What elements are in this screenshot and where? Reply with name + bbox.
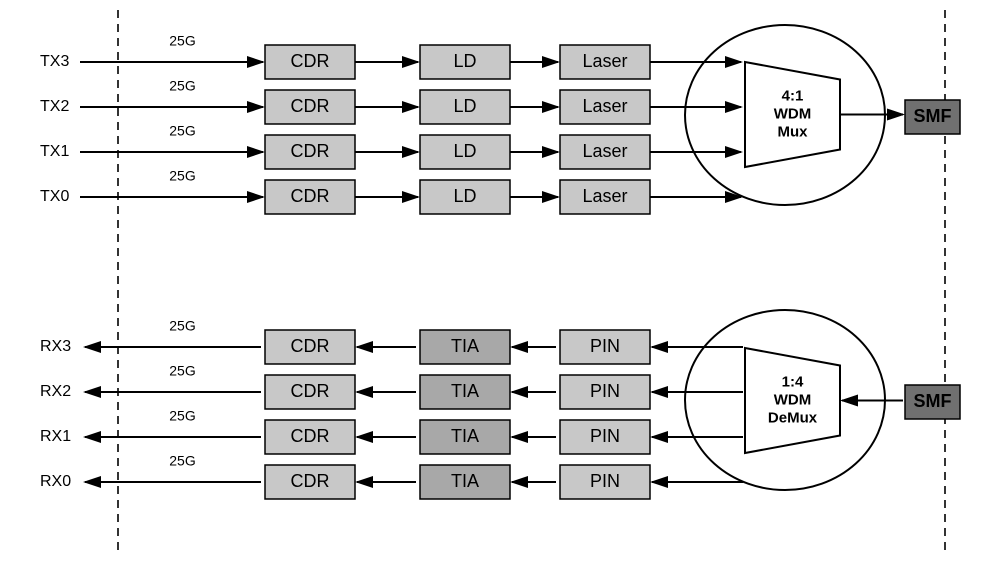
svg-text:RX0: RX0 [40,473,71,490]
svg-text:1:4: 1:4 [782,373,804,390]
svg-text:CDR: CDR [291,51,330,71]
svg-text:TX3: TX3 [40,53,69,70]
svg-text:CDR: CDR [291,186,330,206]
svg-text:CDR: CDR [291,426,330,446]
svg-text:DeMux: DeMux [768,409,818,426]
svg-text:25G: 25G [169,363,195,379]
svg-text:Laser: Laser [582,96,627,116]
svg-text:LD: LD [453,186,476,206]
svg-text:CDR: CDR [291,471,330,491]
svg-text:LD: LD [453,51,476,71]
svg-text:PIN: PIN [590,426,620,446]
svg-text:TX2: TX2 [40,98,69,115]
svg-text:Laser: Laser [582,141,627,161]
svg-text:PIN: PIN [590,471,620,491]
rx-path: RX3 25G CDR TIA PIN RX2 25G CDR TIA PIN RX1 25G CDR T… [40,310,960,499]
svg-text:4:1: 4:1 [782,87,804,104]
svg-text:TIA: TIA [451,426,479,446]
svg-text:SMF: SMF [914,391,952,411]
svg-text:CDR: CDR [291,381,330,401]
svg-text:PIN: PIN [590,381,620,401]
svg-text:TIA: TIA [451,471,479,491]
svg-text:Laser: Laser [582,186,627,206]
svg-text:RX1: RX1 [40,428,71,445]
svg-text:25G: 25G [169,453,195,469]
svg-text:CDR: CDR [291,336,330,356]
svg-text:LD: LD [453,141,476,161]
svg-text:CDR: CDR [291,141,330,161]
svg-text:TX1: TX1 [40,143,69,160]
svg-text:25G: 25G [169,123,195,139]
svg-text:25G: 25G [169,33,195,49]
svg-text:WDM: WDM [774,391,812,408]
svg-text:PIN: PIN [590,336,620,356]
svg-text:25G: 25G [169,318,195,334]
svg-text:TIA: TIA [451,381,479,401]
svg-text:TX0: TX0 [40,188,69,205]
svg-text:25G: 25G [169,408,195,424]
svg-text:RX2: RX2 [40,383,71,400]
svg-text:Laser: Laser [582,51,627,71]
tx-path: TX3 25G CDR LD Laser TX2 25G CDR LD Laser TX1 25G CD… [40,25,960,214]
svg-text:CDR: CDR [291,96,330,116]
svg-text:LD: LD [453,96,476,116]
svg-text:Mux: Mux [778,123,809,140]
svg-text:25G: 25G [169,78,195,94]
svg-text:WDM: WDM [774,105,812,122]
svg-text:25G: 25G [169,168,195,184]
svg-text:SMF: SMF [914,106,952,126]
svg-text:TIA: TIA [451,336,479,356]
svg-text:RX3: RX3 [40,338,71,355]
